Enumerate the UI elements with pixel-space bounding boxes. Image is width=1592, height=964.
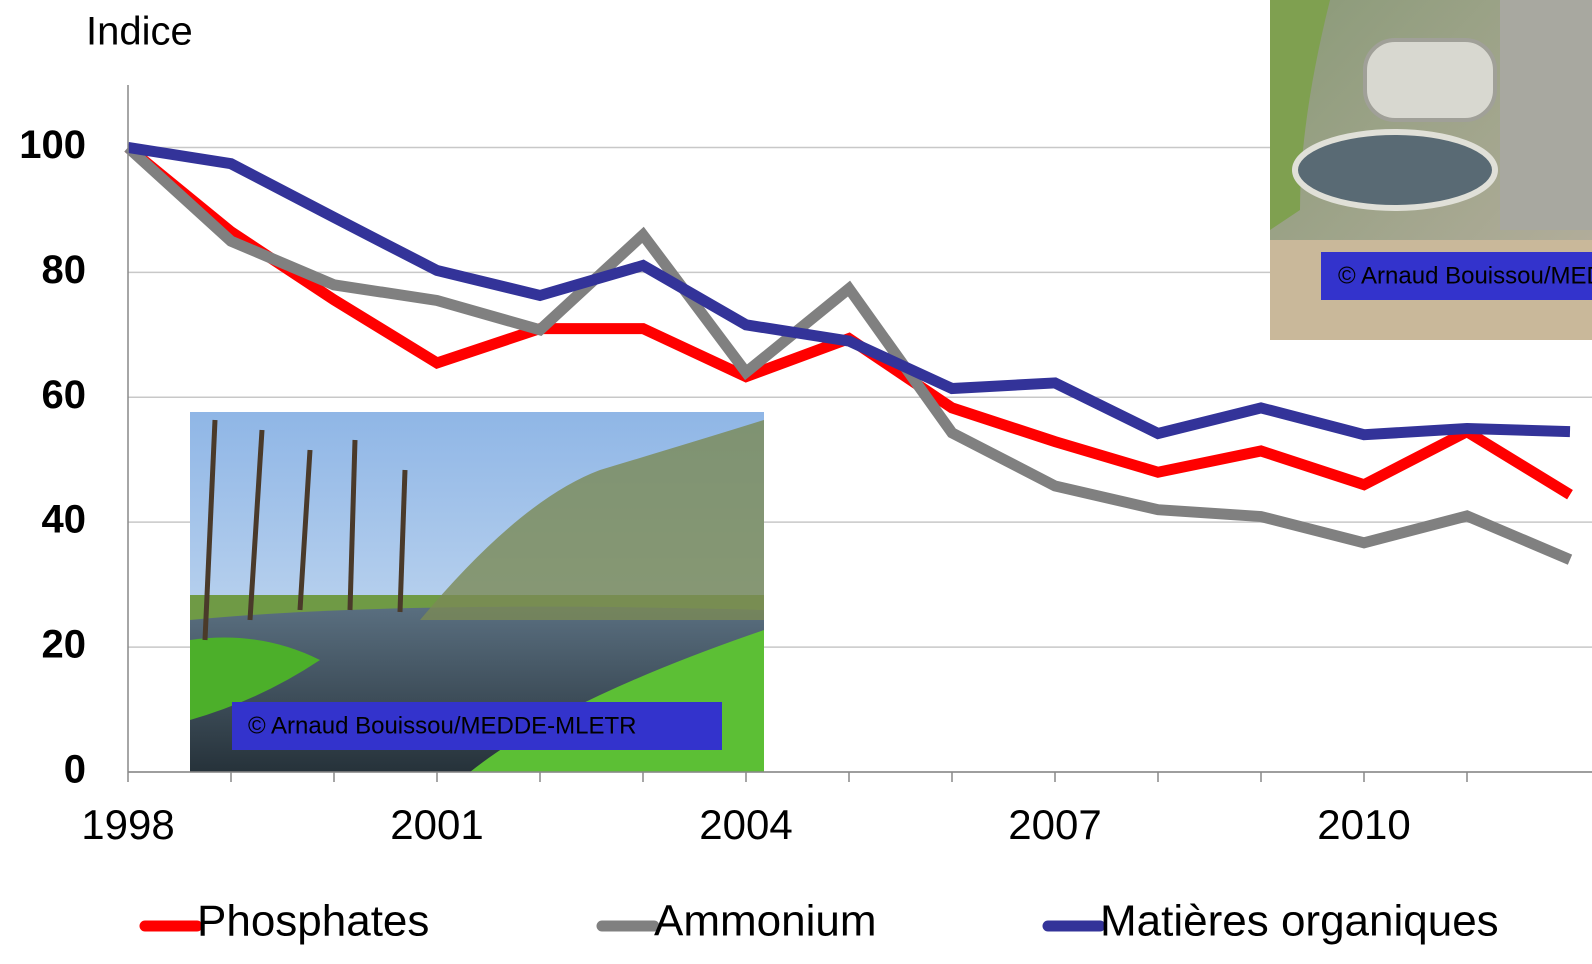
x-tick-label: 2004: [699, 801, 792, 848]
series-line: [124, 143, 1573, 565]
x-tick-label: 2010: [1317, 801, 1410, 848]
y-tick-label: 40: [42, 498, 87, 542]
photo-plant: © Arnaud Bouissou/MEDDE-MLETR: [1270, 0, 1592, 340]
plot-area: [124, 142, 1573, 565]
legend: Phosphates Ammonium Matières organiques: [139, 897, 1499, 946]
y-tick-label: 100: [19, 123, 86, 167]
y-tick-label: 0: [64, 748, 86, 792]
series-line: [127, 142, 1571, 441]
x-tick-label: 2007: [1008, 801, 1101, 848]
legend-label: Ammonium: [654, 897, 877, 946]
photo-credit: © Arnaud Bouissou/MEDDE-MLETR: [248, 712, 637, 739]
x-tick-label: 2001: [390, 801, 483, 848]
x-tick-label: 1998: [81, 801, 174, 848]
y-tick-label: 80: [42, 248, 87, 292]
y-tick-label: 20: [42, 623, 87, 667]
legend-label: Matières organiques: [1100, 897, 1499, 946]
y-axis-label: Indice: [86, 10, 193, 54]
y-tick-label: 60: [42, 373, 87, 417]
axes: 0 20 40 60 80 100 1998 2001 2004 2007 2010: [19, 85, 1592, 848]
legend-label: Phosphates: [197, 897, 429, 946]
photo-credit: © Arnaud Bouissou/MEDDE-MLETR: [1338, 262, 1592, 289]
photo-river: © Arnaud Bouissou/MEDDE-MLETR: [190, 412, 764, 772]
